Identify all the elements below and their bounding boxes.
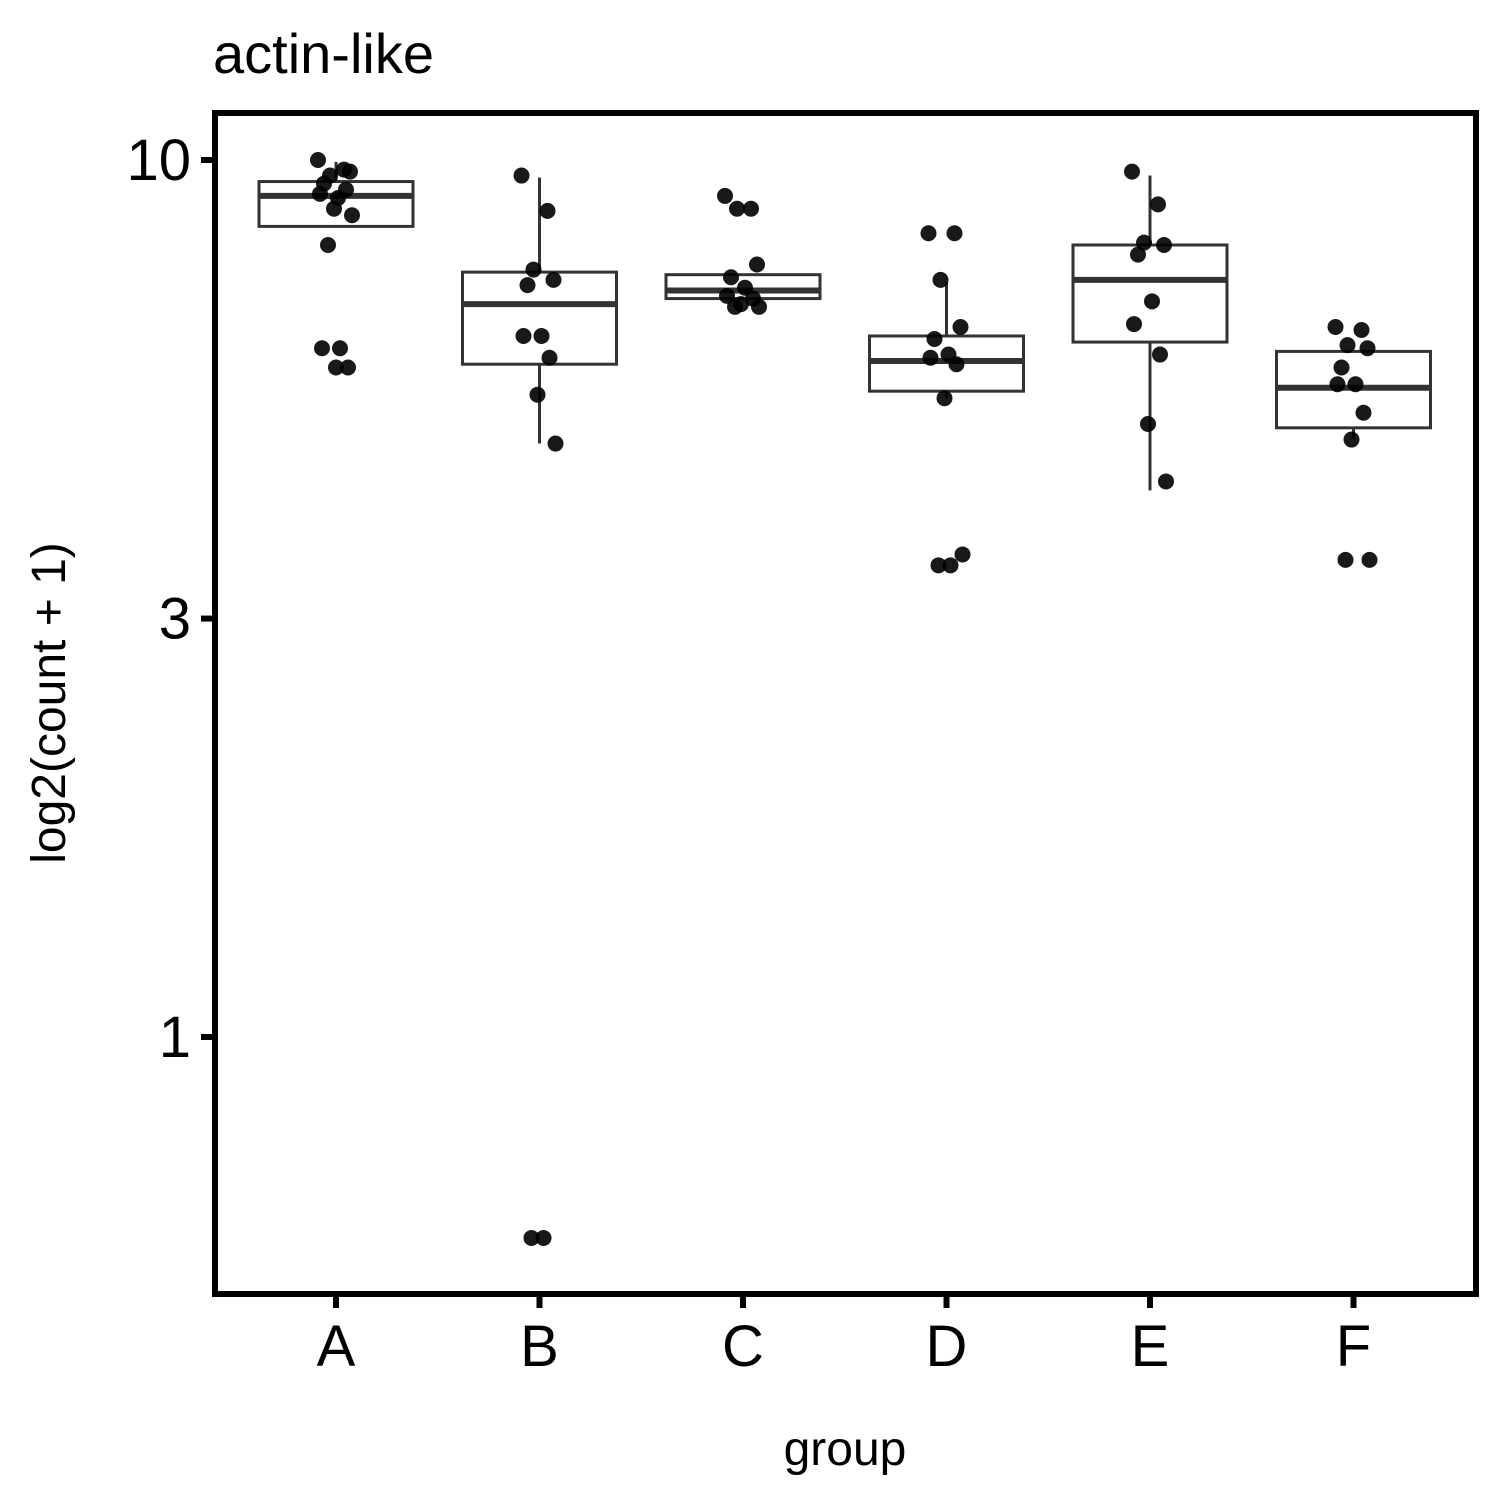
data-point bbox=[948, 356, 965, 373]
data-point bbox=[954, 546, 971, 563]
data-point bbox=[1152, 346, 1168, 363]
data-point bbox=[1158, 473, 1174, 490]
data-point bbox=[717, 187, 733, 204]
data-point bbox=[1329, 376, 1346, 393]
data-point bbox=[920, 225, 937, 242]
data-point bbox=[312, 185, 328, 202]
data-point bbox=[930, 557, 947, 574]
data-point bbox=[1333, 359, 1350, 376]
data-point bbox=[523, 1229, 540, 1246]
y-tick-label: 3 bbox=[159, 587, 191, 652]
data-point bbox=[952, 319, 969, 336]
data-point bbox=[723, 269, 739, 286]
data-point bbox=[946, 225, 963, 242]
data-point bbox=[545, 271, 562, 288]
y-axis: 1 3 10 bbox=[126, 128, 215, 1070]
data-point bbox=[727, 298, 743, 315]
x-tick-label: A bbox=[317, 1314, 356, 1379]
box-iqr bbox=[1071, 243, 1229, 344]
data-point bbox=[340, 359, 356, 376]
data-point bbox=[1339, 337, 1356, 354]
points-d bbox=[920, 225, 971, 574]
data-point bbox=[515, 327, 532, 344]
chart-title: actin-like bbox=[213, 22, 434, 85]
data-point bbox=[1361, 551, 1378, 568]
points-a bbox=[310, 152, 360, 376]
points-b bbox=[513, 167, 564, 1246]
y-tick-label: 1 bbox=[159, 1005, 191, 1070]
data-point bbox=[729, 200, 745, 217]
data-point bbox=[519, 277, 536, 294]
data-point bbox=[1144, 293, 1160, 310]
data-point bbox=[1359, 340, 1376, 357]
data-point bbox=[1353, 321, 1370, 338]
data-point bbox=[749, 256, 765, 273]
data-point bbox=[1140, 416, 1156, 433]
y-tick-label: 10 bbox=[126, 128, 191, 193]
data-point bbox=[314, 340, 330, 357]
data-point bbox=[320, 236, 336, 253]
box-e bbox=[1071, 175, 1229, 491]
x-axis: A B C D E F bbox=[317, 1294, 1371, 1379]
points-f bbox=[1327, 319, 1378, 568]
box-d bbox=[868, 282, 1025, 399]
data-point bbox=[547, 435, 564, 452]
data-point bbox=[525, 261, 542, 278]
data-point bbox=[529, 386, 546, 403]
data-point bbox=[1327, 319, 1344, 336]
x-tick-label: D bbox=[926, 1314, 968, 1379]
data-point bbox=[1355, 404, 1372, 421]
data-point bbox=[332, 340, 348, 357]
box-b bbox=[461, 177, 618, 444]
data-point bbox=[326, 200, 342, 217]
x-tick-label: F bbox=[1336, 1314, 1371, 1379]
points-c bbox=[717, 187, 767, 315]
data-point bbox=[926, 331, 943, 348]
box-iqr bbox=[461, 270, 618, 366]
points-e bbox=[1124, 163, 1174, 490]
data-point bbox=[936, 390, 953, 407]
data-point bbox=[1150, 196, 1166, 213]
plot-area bbox=[257, 152, 1432, 1246]
data-point bbox=[1126, 316, 1142, 333]
data-point bbox=[1347, 376, 1364, 393]
data-point bbox=[922, 349, 939, 366]
data-point bbox=[539, 202, 556, 219]
data-point bbox=[1124, 163, 1140, 180]
data-point bbox=[1156, 236, 1172, 253]
data-point bbox=[1130, 246, 1146, 263]
data-point bbox=[743, 200, 759, 217]
data-point bbox=[338, 181, 354, 198]
data-point bbox=[328, 359, 344, 376]
x-tick-label: C bbox=[722, 1314, 764, 1379]
box-f bbox=[1275, 349, 1432, 440]
data-point bbox=[751, 298, 767, 315]
data-point bbox=[932, 271, 949, 288]
data-point bbox=[513, 167, 530, 184]
data-point bbox=[342, 163, 358, 180]
data-point bbox=[535, 1229, 552, 1246]
data-point bbox=[1337, 551, 1354, 568]
x-tick-label: B bbox=[520, 1314, 559, 1379]
data-point bbox=[719, 287, 735, 304]
x-axis-title: group bbox=[784, 1423, 907, 1476]
y-axis-title: log2(count + 1) bbox=[23, 542, 76, 864]
data-point bbox=[942, 557, 959, 574]
data-point bbox=[1136, 234, 1152, 251]
data-point bbox=[1343, 431, 1360, 448]
panel-border bbox=[212, 110, 1479, 1297]
data-point bbox=[541, 349, 558, 366]
data-point bbox=[344, 207, 360, 224]
data-point bbox=[533, 327, 550, 344]
data-point bbox=[310, 152, 326, 168]
x-tick-label: E bbox=[1131, 1314, 1170, 1379]
